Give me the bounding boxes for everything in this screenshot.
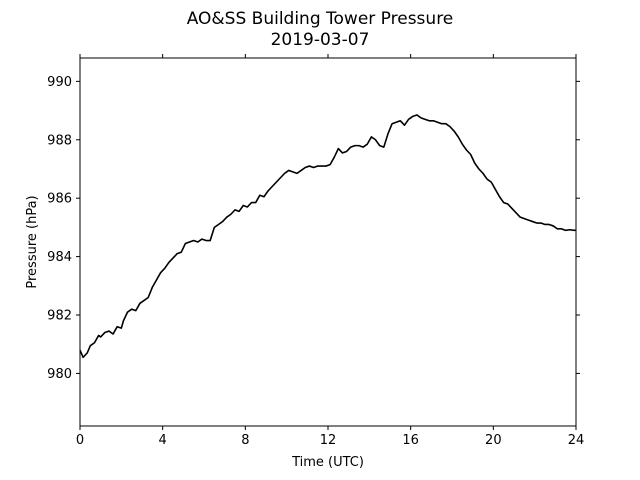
chart-title: AO&SS Building Tower Pressure <box>187 9 454 29</box>
plot-frame <box>79 57 577 427</box>
y-tick-label: 988 <box>47 133 72 148</box>
x-tick-label: 20 <box>485 433 502 448</box>
x-tick-label: 4 <box>159 433 167 448</box>
pressure-series-line <box>79 114 576 359</box>
y-tick-label: 980 <box>47 367 72 382</box>
chart-subtitle: 2019-03-07 <box>271 30 370 50</box>
y-tick-label: 986 <box>47 192 72 207</box>
x-axis-label: Time (UTC) <box>291 455 364 470</box>
y-tick-label: 990 <box>47 75 72 90</box>
x-axis-ticks: 0 4 8 12 16 20 24 <box>76 54 584 448</box>
y-axis-label: Pressure (hPa) <box>25 195 40 288</box>
y-tick-label: 984 <box>47 250 72 265</box>
y-axis-ticks: 980 982 984 986 988 990 <box>47 75 580 382</box>
x-tick-label: 16 <box>402 433 419 448</box>
plot-area: 0 4 8 12 16 20 24 980 982 984 986 988 990 <box>47 54 584 448</box>
y-tick-label: 982 <box>47 309 72 324</box>
x-tick-label: 24 <box>568 433 585 448</box>
x-tick-label: 0 <box>76 433 84 448</box>
x-tick-label: 12 <box>320 433 337 448</box>
x-tick-label: 8 <box>241 433 249 448</box>
